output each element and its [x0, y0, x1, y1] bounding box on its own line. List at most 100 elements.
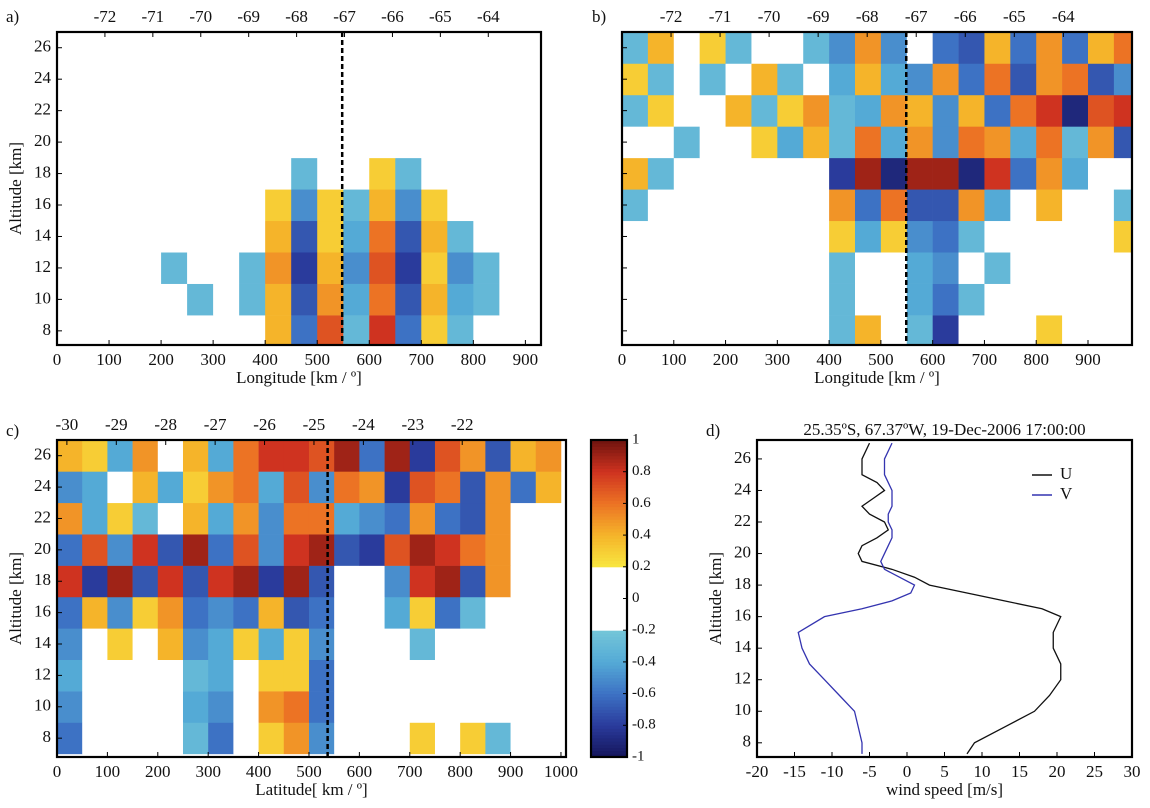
colorbar-step	[591, 687, 627, 691]
heat-cell	[409, 722, 436, 755]
heat-cell	[777, 283, 804, 316]
heat-cell	[157, 565, 184, 598]
x-tick-label: 800	[1023, 350, 1049, 369]
heat-cell	[803, 32, 830, 64]
y-tick-label: 20	[34, 539, 51, 558]
heat-cell	[233, 565, 259, 598]
colorbar-step	[591, 569, 627, 574]
colorbar-step	[591, 443, 627, 447]
heat-cell	[208, 565, 234, 598]
heat-cell	[906, 220, 933, 253]
colorbar-step	[591, 709, 627, 714]
colorbar-step	[591, 582, 627, 587]
y-tick-label: 14	[34, 225, 52, 244]
heat-cell	[499, 315, 526, 345]
plot-area	[622, 32, 1132, 345]
heat-cell	[334, 534, 360, 566]
heat-cell	[132, 722, 159, 755]
heat-cell	[135, 94, 162, 127]
heat-cell	[421, 63, 448, 96]
heat-cell	[421, 126, 448, 159]
heat-cell	[1113, 32, 1132, 64]
heat-cell	[369, 157, 396, 190]
heat-cell	[673, 189, 700, 222]
heat-cell	[1062, 94, 1089, 127]
heat-cell	[777, 32, 804, 64]
panel-label: a)	[6, 7, 19, 26]
heat-cell	[132, 534, 159, 566]
heat-cell	[161, 32, 188, 64]
heat-cell	[1087, 157, 1115, 190]
heat-cell	[233, 628, 259, 661]
heat-cell	[551, 252, 577, 284]
heat-cell	[1087, 315, 1115, 345]
heat-cell	[1010, 252, 1037, 284]
heat-cell	[958, 126, 985, 159]
heat-cell	[233, 534, 259, 566]
heat-cell	[369, 94, 396, 127]
heat-cell	[343, 94, 370, 127]
heat-cell	[725, 252, 752, 284]
heat-cell	[906, 126, 933, 159]
heat-cell	[107, 596, 133, 629]
heat-cell	[499, 32, 526, 64]
colorbar-step	[591, 563, 627, 568]
heat-cell	[421, 283, 448, 316]
y-tick-label: 8	[43, 320, 52, 339]
heat-cell	[777, 220, 804, 253]
heat-cell	[109, 32, 136, 64]
heat-cell	[984, 63, 1011, 96]
heat-cell	[109, 283, 136, 316]
heat-cell	[291, 157, 318, 190]
top-tick-label: -69	[237, 7, 260, 26]
heat-cell	[499, 63, 526, 96]
plot-area	[57, 32, 577, 345]
heat-cell	[535, 596, 562, 629]
x-axis-label: Latitude[ km / º]	[255, 780, 367, 799]
colorbar-step	[591, 573, 627, 577]
heat-cell	[109, 252, 136, 284]
heat-cell	[725, 315, 752, 345]
colorbar-step	[591, 649, 627, 653]
heat-cell	[473, 220, 500, 253]
heat-cell	[291, 189, 318, 222]
heat-cell	[447, 126, 474, 159]
colorbar-step	[591, 509, 627, 514]
heat-cell	[83, 283, 110, 316]
heat-cell	[395, 283, 422, 316]
heat-cell	[208, 534, 234, 566]
heat-cell	[1062, 63, 1089, 96]
heat-cell	[880, 315, 908, 345]
legend-label: U	[1060, 464, 1072, 483]
heat-cell	[1036, 157, 1063, 190]
colorbar-step	[591, 538, 627, 542]
x-tick-label: 900	[1075, 350, 1101, 369]
heat-cell	[343, 32, 370, 64]
heat-cell	[460, 502, 486, 535]
heat-cell	[359, 440, 385, 472]
heat-cell	[1010, 189, 1037, 222]
y-tick-label: 10	[34, 696, 51, 715]
heat-cell	[334, 659, 360, 692]
heat-cell	[1087, 126, 1115, 159]
heat-cell	[447, 63, 474, 96]
heat-cell	[369, 220, 396, 253]
heat-cell	[803, 315, 830, 345]
heat-cell	[525, 315, 541, 345]
heat-cell	[485, 659, 511, 692]
x-tick-label: 0	[53, 350, 62, 369]
heat-cell	[132, 691, 159, 723]
heat-cell	[1113, 283, 1132, 316]
top-tick-label: -71	[709, 7, 732, 26]
heat-cell	[854, 315, 882, 345]
heat-cell	[213, 189, 240, 222]
y-tick-label: 14	[34, 633, 52, 652]
heat-cell	[334, 691, 360, 723]
heat-cell	[447, 157, 474, 190]
top-tick-label: -25	[303, 415, 326, 434]
heat-cell	[932, 283, 959, 316]
heat-cell	[135, 157, 162, 190]
top-tick-label: -66	[381, 7, 404, 26]
x-tick-label: 200	[145, 762, 171, 781]
heat-cell	[932, 220, 959, 253]
